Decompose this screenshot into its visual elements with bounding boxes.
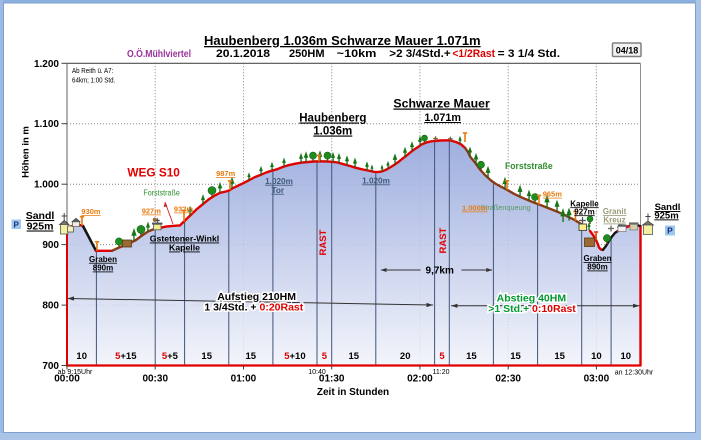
svg-text:Sandl: Sandl (26, 210, 55, 222)
svg-text:Kreuz: Kreuz (603, 216, 625, 225)
svg-text:RAST: RAST (318, 229, 329, 255)
svg-text:1.200: 1.200 (34, 59, 59, 70)
svg-text:15: 15 (466, 351, 477, 362)
svg-text:930m: 930m (81, 207, 101, 216)
svg-text:965m: 965m (543, 190, 563, 199)
svg-text:Höhen in m: Höhen in m (21, 126, 32, 178)
svg-text:an 12:30Uhr: an 12:30Uhr (615, 370, 654, 377)
svg-text:800: 800 (42, 301, 59, 312)
svg-text:WEG S10: WEG S10 (127, 166, 180, 180)
svg-text:Granit: Granit (603, 207, 627, 216)
svg-text:20.1.2018: 20.1.2018 (216, 48, 270, 60)
svg-text:925m: 925m (27, 221, 54, 233)
svg-text:Forststraße: Forststraße (505, 161, 553, 171)
svg-text:Haubenberg: Haubenberg (299, 113, 366, 125)
svg-text:Aufstieg 210HM: Aufstieg 210HM (217, 291, 296, 303)
svg-text:Sandl: Sandl (655, 202, 681, 213)
svg-text:00:30: 00:30 (142, 374, 168, 385)
svg-text:Graben: Graben (89, 255, 117, 264)
svg-text:04/18: 04/18 (616, 46, 639, 56)
svg-text:5+10: 5+10 (284, 351, 305, 362)
svg-text:1.020m: 1.020m (362, 176, 390, 185)
svg-text:10:40: 10:40 (308, 369, 326, 376)
svg-text:1.000m: 1.000m (462, 204, 488, 213)
svg-text:10: 10 (591, 351, 602, 362)
svg-text:Kapelle: Kapelle (570, 199, 599, 208)
svg-text:15: 15 (510, 351, 521, 362)
svg-text:700: 700 (42, 361, 59, 372)
svg-text:01:00: 01:00 (231, 374, 257, 385)
svg-text:250HM: 250HM (289, 48, 325, 60)
svg-text:>1 Std.+ 0:10Rast: >1 Std.+ 0:10Rast (488, 303, 576, 315)
svg-text:1.100: 1.100 (34, 119, 59, 130)
svg-text:5: 5 (439, 351, 445, 362)
svg-text:ab 9:15Uhr: ab 9:15Uhr (58, 369, 93, 376)
svg-text:932m: 932m (174, 205, 194, 214)
svg-text:01:30: 01:30 (319, 374, 345, 385)
svg-text:925m: 925m (654, 210, 678, 221)
svg-text:15: 15 (201, 351, 212, 362)
svg-text:Abstieg 40HM: Abstieg 40HM (497, 293, 567, 305)
svg-text:Zeit in Stunden: Zeit in Stunden (317, 387, 389, 398)
svg-text:Kapelle: Kapelle (169, 243, 200, 253)
svg-text:987m: 987m (216, 169, 236, 178)
svg-text:5+15: 5+15 (115, 351, 137, 362)
svg-text:15: 15 (554, 351, 565, 362)
svg-text:Schwarze Mauer: Schwarze Mauer (393, 97, 490, 111)
svg-text:Haubenberg 1.036m Schwarze Mau: Haubenberg 1.036m Schwarze Mauer 1.071m (204, 33, 481, 48)
svg-text:Graben: Graben (583, 254, 611, 263)
svg-text:890m: 890m (587, 263, 607, 272)
svg-text:1.036m: 1.036m (313, 126, 352, 138)
svg-text:00:00: 00:00 (54, 374, 80, 385)
svg-text:Ab Reith ü. A7:: Ab Reith ü. A7: (72, 68, 113, 75)
svg-text:1 3/4Std. + 0:20Rast: 1 3/4Std. + 0:20Rast (204, 302, 303, 314)
svg-text:02:30: 02:30 (495, 374, 521, 385)
svg-text:9,7km: 9,7km (426, 266, 454, 277)
svg-text:1.020m: 1.020m (265, 177, 293, 186)
svg-text:927m: 927m (574, 207, 594, 216)
svg-text:03:00: 03:00 (584, 374, 610, 385)
svg-text:927m: 927m (142, 207, 162, 216)
svg-text:= 3 1/4 Std.: = 3 1/4 Std. (498, 48, 560, 60)
svg-text:Forststraße: Forststraße (143, 189, 180, 198)
svg-text:>2 3/4Std.+: >2 3/4Std.+ (389, 48, 450, 60)
svg-text:P: P (667, 226, 673, 236)
svg-text:<1/2Rast: <1/2Rast (452, 48, 495, 60)
svg-text:1.071m: 1.071m (424, 112, 461, 124)
svg-text:15: 15 (348, 351, 359, 362)
svg-text:5+5: 5+5 (162, 351, 179, 362)
svg-text:Straßenqueung: Straßenqueung (481, 203, 531, 212)
svg-text:64km; 1:00 Std.: 64km; 1:00 Std. (72, 78, 115, 85)
svg-text:Tor: Tor (272, 186, 285, 195)
svg-text:1.000: 1.000 (34, 180, 59, 191)
svg-text:20: 20 (400, 351, 411, 362)
svg-text:Gstettener-Winkl: Gstettener-Winkl (150, 234, 219, 244)
svg-text:11:20: 11:20 (433, 369, 450, 376)
svg-text:RAST: RAST (438, 227, 449, 253)
svg-text:O.Ö.Mühlviertel: O.Ö.Mühlviertel (127, 47, 191, 60)
svg-text:P: P (14, 220, 20, 229)
svg-text:10: 10 (621, 351, 632, 362)
svg-text:~10km: ~10km (337, 48, 377, 60)
svg-text:02:00: 02:00 (407, 374, 433, 385)
svg-text:10: 10 (76, 351, 87, 362)
svg-text:890m: 890m (93, 264, 113, 273)
svg-text:15: 15 (246, 351, 257, 362)
svg-text:5: 5 (322, 351, 328, 362)
svg-text:900: 900 (42, 240, 59, 251)
